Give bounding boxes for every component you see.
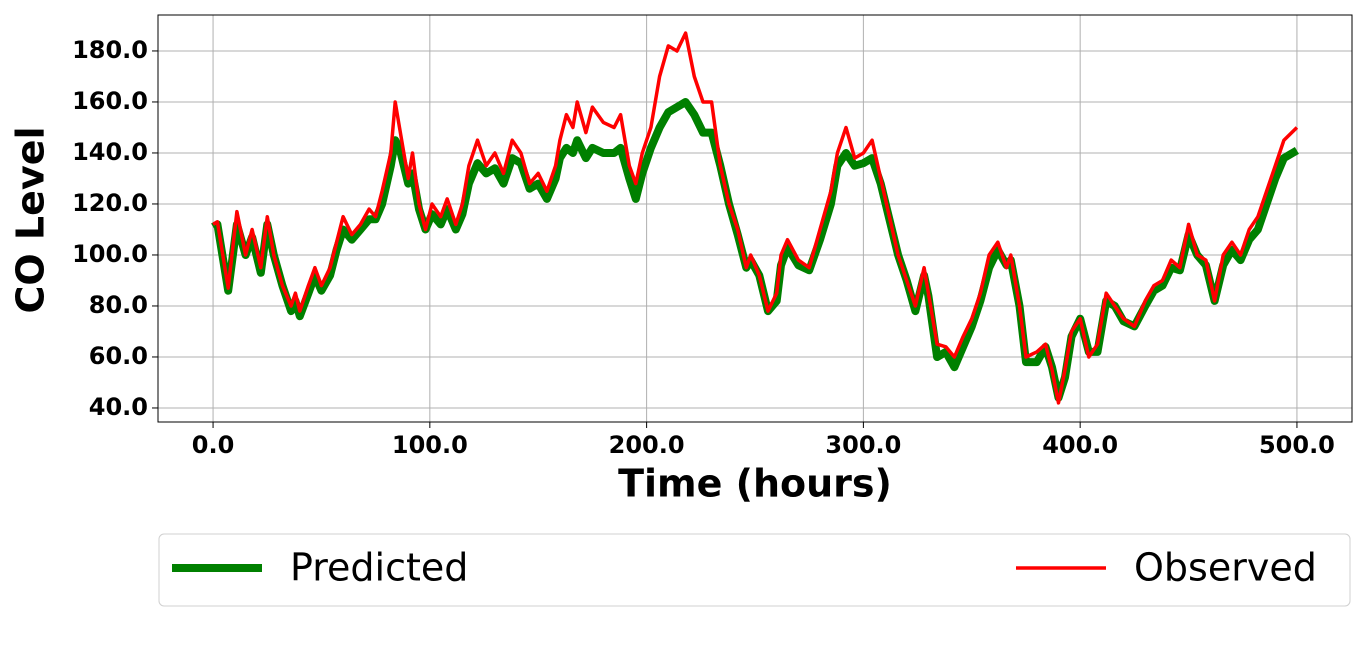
y-tick-label: 180.0: [72, 36, 148, 64]
y-tick-label: 120.0: [72, 189, 148, 217]
x-tick-label: 100.0: [392, 431, 468, 459]
series-line: [212, 31, 1299, 405]
x-tick-label: 300.0: [825, 431, 901, 459]
plot-frame: [157, 14, 1353, 423]
y-tick-label: 40.0: [89, 393, 148, 421]
x-tick-label: 400.0: [1042, 431, 1118, 459]
x-tick-label: 500.0: [1259, 431, 1335, 459]
legend-label: Predicted: [290, 546, 468, 590]
x-tick-label: 200.0: [609, 431, 685, 459]
series-line: [211, 98, 1299, 402]
y-tick-label: 140.0: [72, 138, 148, 166]
x-axis-label: Time (hours): [618, 462, 892, 506]
y-tick-label: 100.0: [72, 240, 148, 268]
y-tick-label: 60.0: [89, 342, 148, 370]
y-axis-label: CO Level: [9, 127, 53, 314]
y-tick-label: 160.0: [72, 87, 148, 115]
legend-label: Observed: [1134, 546, 1317, 590]
x-tick-label: 0.0: [192, 431, 235, 459]
legend-box: [158, 533, 1351, 607]
y-tick-label: 80.0: [89, 291, 148, 319]
